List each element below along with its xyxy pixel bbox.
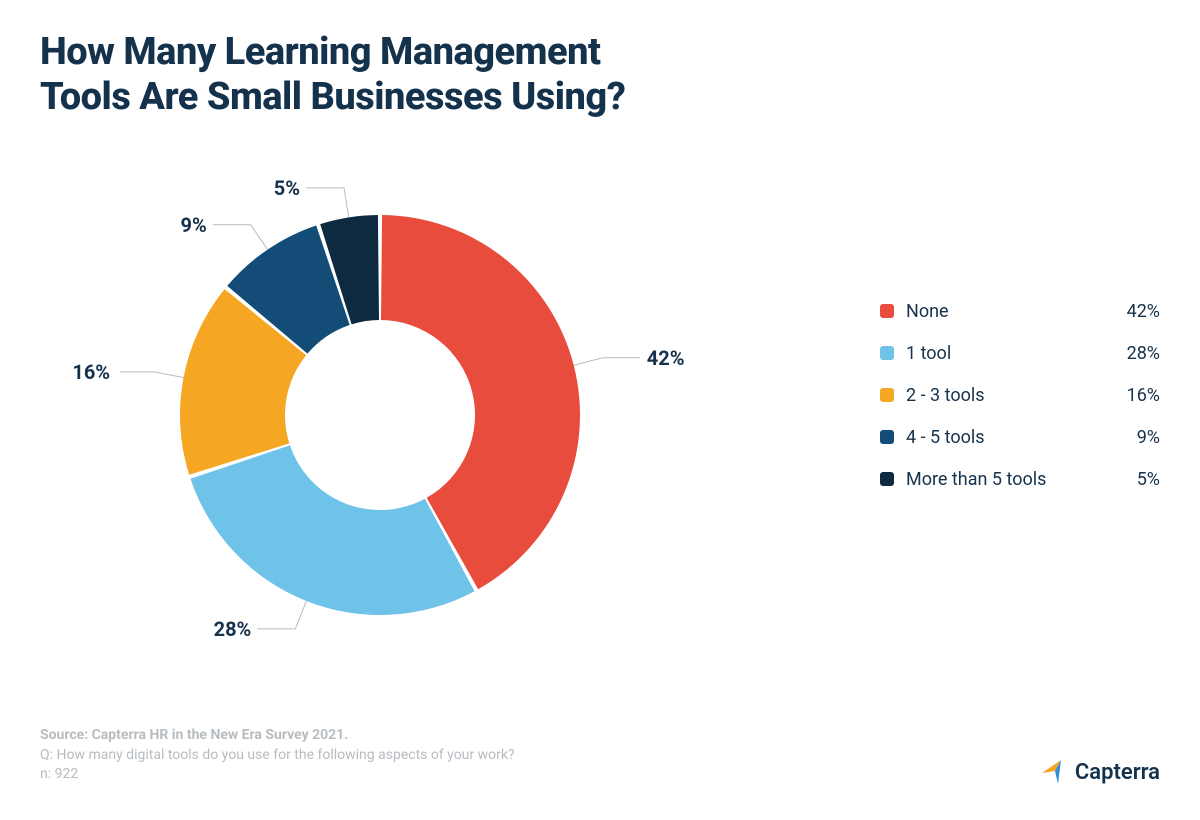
legend-swatch [880, 388, 894, 402]
footer-source-block: Source: Capterra HR in the New Era Surve… [40, 726, 515, 785]
legend-swatch [880, 304, 894, 318]
legend-item: None 42% [880, 290, 1160, 332]
donut-slice [190, 445, 474, 615]
legend-item: 1 tool 28% [880, 332, 1160, 374]
legend-value: 9% [1137, 427, 1160, 448]
brand-arrow-icon [1041, 759, 1067, 785]
callout-label: 28% [214, 617, 252, 641]
callout-leader [213, 225, 268, 250]
footer-question: Q: How many digital tools do you use for… [40, 746, 515, 766]
callout-label: 16% [72, 360, 110, 384]
callout-leader [257, 601, 306, 629]
callout-label: 42% [647, 346, 685, 370]
callout-label: 5% [274, 176, 300, 200]
legend-label: None [906, 301, 1117, 322]
legend-item: 2 - 3 tools 16% [880, 374, 1160, 416]
legend-value: 42% [1127, 301, 1160, 322]
callout-label: 9% [180, 213, 206, 237]
legend-value: 28% [1127, 343, 1160, 364]
legend-value: 16% [1127, 385, 1160, 406]
legend-swatch [880, 346, 894, 360]
legend-swatch [880, 472, 894, 486]
legend-label: 4 - 5 tools [906, 427, 1127, 448]
callout-leader [306, 188, 349, 218]
legend-item: 4 - 5 tools 9% [880, 416, 1160, 458]
brand-logo: Capterra [1041, 759, 1160, 785]
callout-leader [120, 372, 184, 378]
legend-label: 2 - 3 tools [906, 385, 1117, 406]
brand-name: Capterra [1075, 760, 1160, 785]
legend-swatch [880, 430, 894, 444]
callout-leader [574, 358, 640, 365]
donut-chart: 42%28%16%9%5% [120, 155, 640, 675]
legend-item: More than 5 tools 5% [880, 458, 1160, 500]
footer-n: n: 922 [40, 765, 515, 785]
legend-label: 1 tool [906, 343, 1117, 364]
legend: None42%1 tool28%2 - 3 tools16%4 - 5 tool… [880, 290, 1160, 500]
legend-label: More than 5 tools [906, 469, 1127, 490]
chart-title: How Many Learning ManagementTools Are Sm… [40, 30, 625, 120]
legend-value: 5% [1137, 469, 1160, 490]
footer-source: Source: Capterra HR in the New Era Surve… [40, 726, 515, 746]
